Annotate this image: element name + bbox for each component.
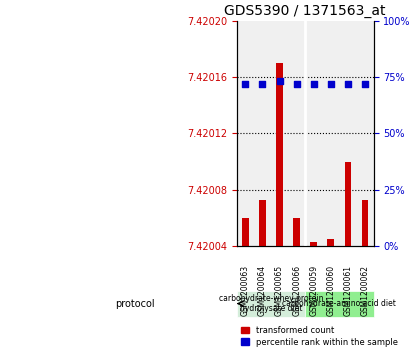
Bar bbox=[327, 239, 334, 246]
Bar bbox=[288, 21, 305, 246]
Point bbox=[276, 78, 283, 84]
Bar bbox=[344, 162, 352, 246]
Bar bbox=[322, 21, 339, 246]
Point bbox=[310, 81, 317, 87]
FancyBboxPatch shape bbox=[305, 291, 374, 317]
Point bbox=[259, 81, 266, 87]
Bar bbox=[254, 21, 271, 246]
Text: GSM1200065: GSM1200065 bbox=[275, 265, 284, 316]
Bar bbox=[310, 242, 317, 246]
Text: GSM1200063: GSM1200063 bbox=[241, 265, 250, 316]
Text: carbohydrate-whey protein
hydrolysate diet: carbohydrate-whey protein hydrolysate di… bbox=[219, 294, 323, 313]
Bar bbox=[271, 21, 288, 246]
FancyBboxPatch shape bbox=[237, 291, 305, 317]
Point bbox=[293, 81, 300, 87]
Text: carbohydrate-amino acid diet: carbohydrate-amino acid diet bbox=[283, 299, 396, 308]
Point bbox=[327, 81, 334, 87]
Point bbox=[242, 81, 249, 87]
Text: GSM1200060: GSM1200060 bbox=[326, 265, 335, 316]
Title: GDS5390 / 1371563_at: GDS5390 / 1371563_at bbox=[225, 4, 386, 18]
Text: protocol: protocol bbox=[115, 299, 155, 309]
Bar bbox=[293, 218, 300, 246]
Bar bbox=[305, 21, 322, 246]
Bar bbox=[356, 21, 374, 246]
Bar bbox=[276, 63, 283, 246]
Text: GSM1200066: GSM1200066 bbox=[292, 265, 301, 316]
Point bbox=[344, 81, 351, 87]
Bar bbox=[242, 218, 249, 246]
Bar bbox=[361, 200, 369, 246]
Bar bbox=[339, 21, 356, 246]
Bar bbox=[237, 21, 254, 246]
Legend: transformed count, percentile rank within the sample: transformed count, percentile rank withi… bbox=[241, 326, 398, 347]
Bar bbox=[259, 200, 266, 246]
Point bbox=[362, 81, 369, 87]
Text: GSM1200061: GSM1200061 bbox=[344, 265, 352, 316]
Text: GSM1200062: GSM1200062 bbox=[361, 265, 370, 316]
Text: GSM1200064: GSM1200064 bbox=[258, 265, 267, 316]
Text: GSM1200059: GSM1200059 bbox=[309, 265, 318, 316]
